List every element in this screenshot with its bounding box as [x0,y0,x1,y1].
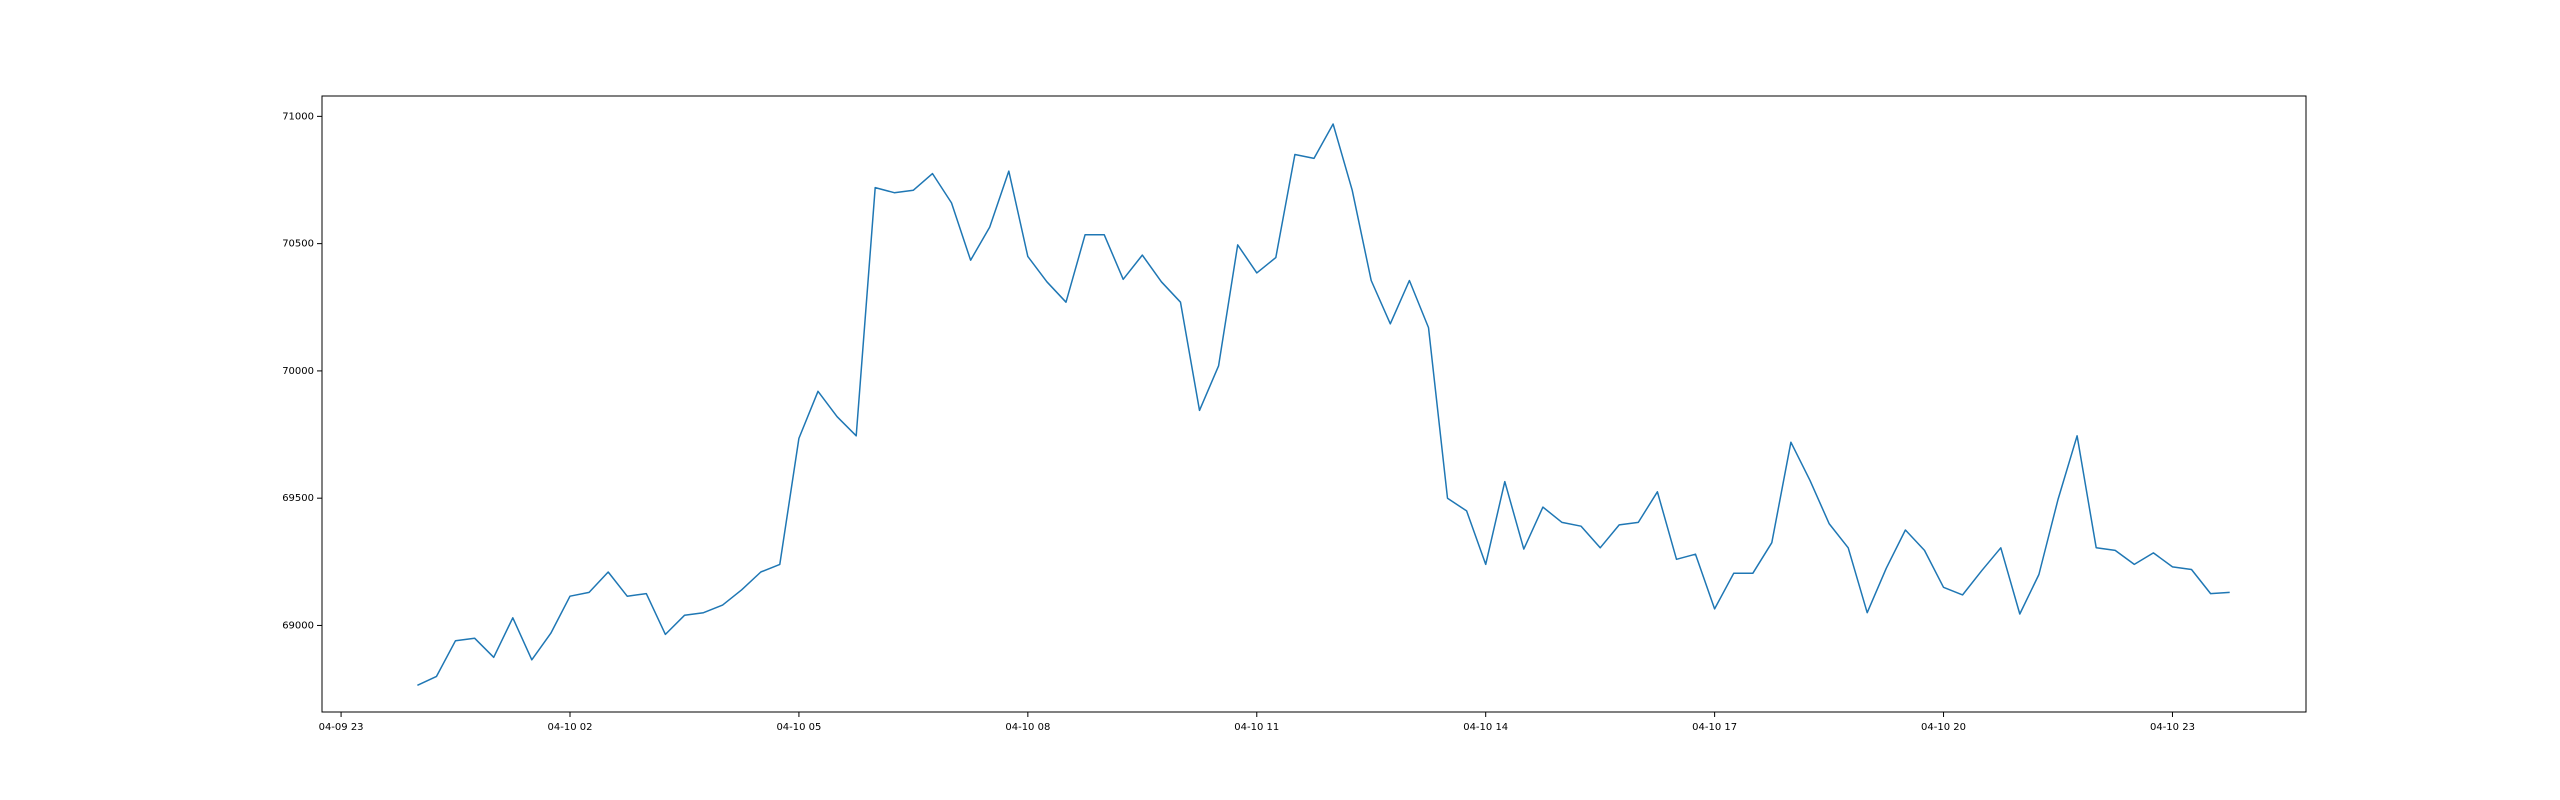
x-tick-label: 04-10 11 [1234,722,1279,733]
plot-area [322,96,2306,712]
y-tick-label: 70000 [282,366,314,377]
x-tick-label: 04-09 23 [319,722,364,733]
x-tick-label: 04-10 17 [1692,722,1737,733]
y-tick-label: 70500 [282,239,314,250]
series-line-0 [417,123,2230,686]
x-tick-label: 04-10 23 [2150,722,2195,733]
y-tick-label: 71000 [282,111,314,122]
plot-frame [321,95,2307,713]
x-tick-label: 04-10 08 [1005,722,1050,733]
series-layer [417,123,2230,686]
x-tick-label: 04-10 02 [548,722,593,733]
x-axis: 04-09 23 04-10 02 04-10 05 04-10 08 04-10 11… [319,712,2195,733]
y-axis: 69000 69500 70000 70500 71000 [282,111,322,631]
x-tick-label: 04-10 20 [1921,722,1966,733]
y-tick-label: 69000 [282,620,314,631]
x-tick-label: 04-10 05 [776,722,821,733]
y-tick-label: 69500 [282,493,314,504]
x-tick-label: 04-10 14 [1463,722,1508,733]
